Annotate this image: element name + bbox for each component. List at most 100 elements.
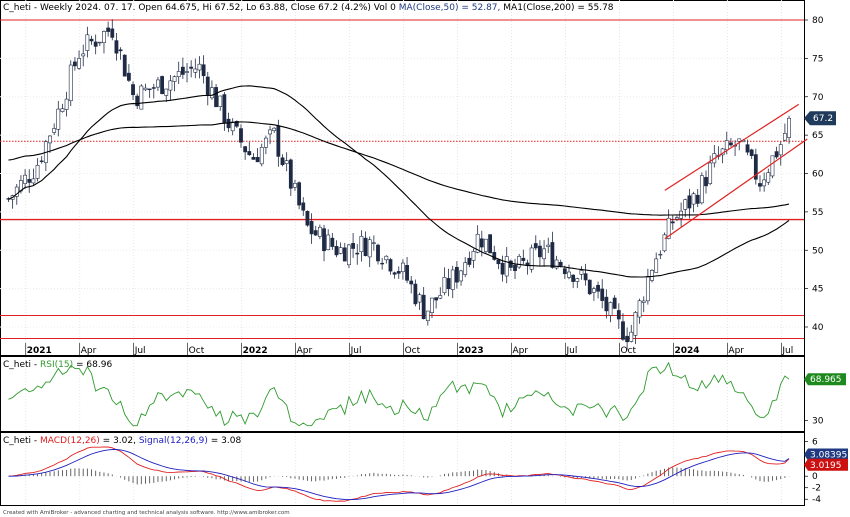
- candle-body: [259, 147, 264, 165]
- x-tick-label: Apr: [297, 346, 313, 356]
- candle-body: [23, 174, 27, 184]
- candle-body: [214, 87, 218, 108]
- candle-body: [197, 63, 202, 71]
- candle-body: [633, 312, 638, 336]
- candle-body: [683, 199, 688, 210]
- candle-body: [384, 255, 389, 261]
- macd-header-prefix: C_heti -: [3, 436, 40, 446]
- candle-body: [131, 84, 135, 96]
- candle-body: [39, 160, 44, 162]
- candle-body: [708, 162, 713, 185]
- channel-upper-line: [664, 103, 800, 191]
- x-tick-label: Apr: [81, 346, 97, 356]
- candle-body: [401, 262, 405, 273]
- candle-body: [488, 234, 493, 254]
- candle-body: [496, 259, 501, 265]
- candle-body: [330, 237, 335, 247]
- candle-body: [446, 278, 451, 290]
- macd-header-name: MACD(12,26): [40, 436, 100, 446]
- candle-body: [434, 297, 439, 301]
- candle-body: [475, 233, 480, 253]
- macd-tick-label: 6: [812, 438, 818, 448]
- candle-body: [592, 288, 596, 293]
- candle-body: [479, 238, 484, 248]
- ma200-line: [8, 121, 790, 216]
- ma50-label: MA(Close,50) = 52.87,: [399, 3, 501, 13]
- candle-body: [554, 259, 559, 269]
- candle-body: [293, 182, 297, 188]
- x-tick-label: 2021: [27, 346, 52, 356]
- candle-body: [616, 310, 621, 320]
- y-tick-label: 80: [812, 16, 824, 26]
- candle-body: [650, 270, 654, 281]
- candle-body: [284, 160, 289, 164]
- candle-body: [334, 246, 339, 256]
- candle-body: [612, 297, 617, 309]
- candle-body: [766, 172, 771, 183]
- candle-body: [608, 302, 613, 316]
- candle-body: [413, 283, 418, 305]
- candle-body: [114, 40, 119, 54]
- x-tick-label: Jul: [350, 346, 362, 356]
- candle-body: [695, 194, 700, 204]
- candle-body: [322, 228, 326, 252]
- candle-body: [176, 71, 181, 78]
- x-tick-label: Oct: [405, 346, 421, 356]
- candle-body: [297, 182, 302, 206]
- rsi-header-value: = 68.96: [76, 360, 112, 370]
- candle-body: [396, 271, 401, 274]
- x-tick-label: Oct: [620, 346, 636, 356]
- y-tick-label: 75: [812, 54, 823, 64]
- y-tick-label: 70: [812, 93, 824, 103]
- candle-body: [405, 265, 409, 281]
- candle-body: [313, 230, 318, 236]
- ma50-line: [8, 85, 790, 278]
- x-tick-label: Oct: [189, 346, 205, 356]
- candle-body: [251, 156, 256, 160]
- y-tick-label: 45: [812, 285, 823, 295]
- candle-body: [484, 238, 488, 252]
- candle-body: [670, 221, 675, 224]
- candle-body: [392, 272, 397, 275]
- candle-body: [268, 129, 272, 135]
- candle-body: [438, 295, 443, 299]
- candle-body: [658, 253, 663, 256]
- candle-body: [60, 108, 65, 112]
- candle-body: [508, 260, 513, 268]
- candle-body: [542, 248, 546, 260]
- candle-body: [571, 274, 576, 282]
- candle-body: [513, 264, 517, 271]
- candle-body: [363, 237, 368, 257]
- candle-body: [587, 279, 592, 295]
- candle-body: [97, 41, 102, 44]
- y-tick-label: 40: [812, 323, 824, 333]
- macd-tick-label: 0: [812, 472, 818, 482]
- rsi-tag-box: [804, 373, 846, 386]
- candle-body: [326, 234, 331, 251]
- candle-body: [762, 179, 767, 187]
- candle-body: [425, 310, 430, 322]
- candle-body: [459, 270, 463, 282]
- candle-body: [625, 335, 630, 343]
- candle-body: [147, 88, 152, 91]
- candle-body: [14, 186, 19, 197]
- candle-body: [122, 54, 127, 77]
- candle-body: [758, 183, 762, 187]
- candle-body: [621, 321, 625, 340]
- candle-body: [463, 262, 468, 275]
- candle-body: [68, 64, 73, 102]
- candle-body: [347, 244, 351, 266]
- candle-body: [35, 165, 40, 179]
- candle-body: [301, 202, 306, 211]
- candle-body: [151, 87, 156, 89]
- candle-body: [218, 95, 223, 107]
- candle-body: [180, 66, 185, 75]
- candle-body: [546, 244, 551, 247]
- candle-body: [467, 257, 472, 265]
- candle-body: [160, 76, 165, 94]
- rsi-header-prefix: C_heti -: [3, 360, 40, 370]
- candle-body: [583, 273, 588, 281]
- candle-body: [517, 256, 522, 268]
- macd-tag-box: [804, 458, 848, 471]
